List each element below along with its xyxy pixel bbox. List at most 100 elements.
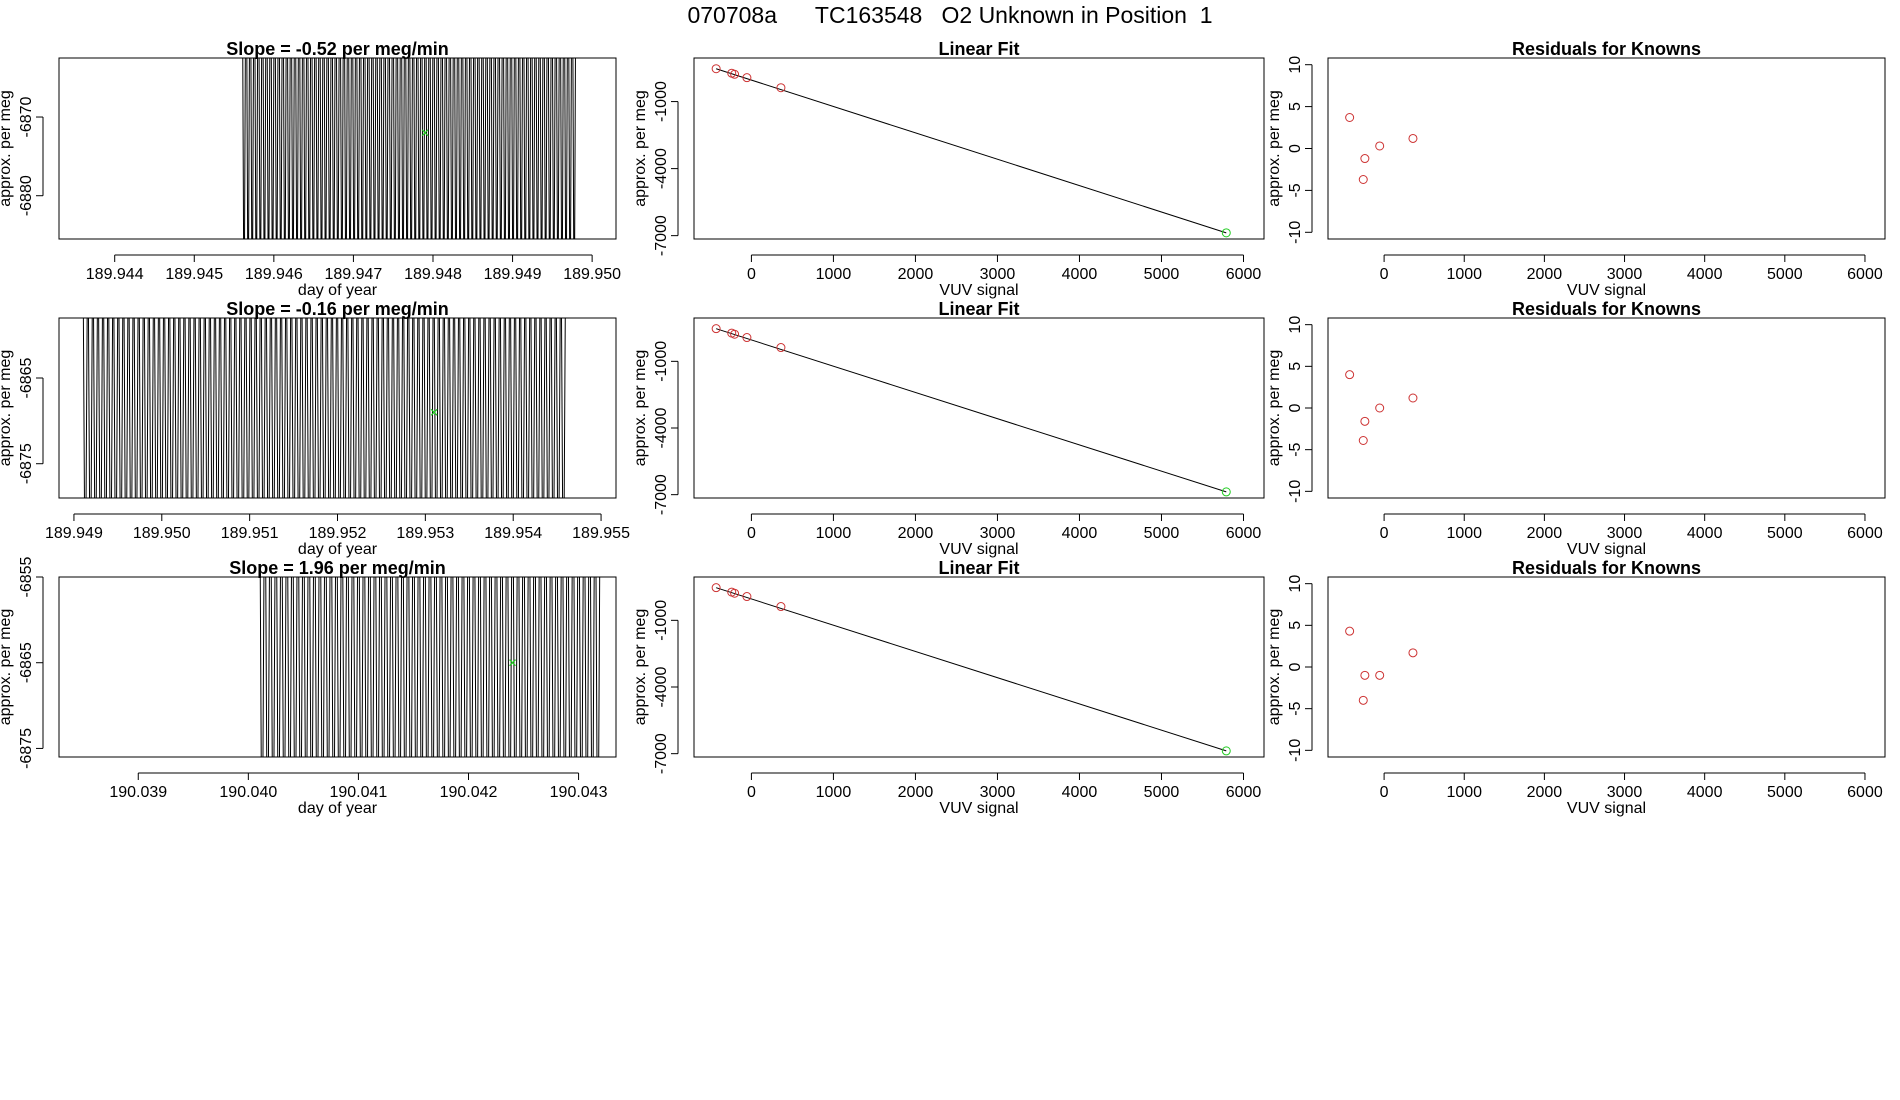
x-axis-label: day of year	[298, 800, 378, 817]
residual-point	[1345, 626, 1355, 636]
unknown-sample-point	[1221, 746, 1231, 756]
x-tick-label: 189.951	[221, 525, 279, 542]
x-tick-label: 3000	[980, 525, 1016, 542]
x-tick-label: 189.948	[404, 266, 462, 283]
x-tick-label: 3000	[1607, 266, 1643, 283]
residual-point	[1360, 670, 1370, 680]
y-tick-label: -7000	[653, 474, 670, 515]
plot-frame	[1327, 317, 1886, 499]
x-tick-label: 4000	[1062, 525, 1098, 542]
page-title: 070708a TC163548 O2 Unknown in Position …	[687, 2, 1213, 28]
x-tick-label: 189.950	[133, 525, 191, 542]
x-tick-label: 2000	[898, 525, 934, 542]
y-tick-label: 0	[1287, 144, 1304, 153]
known-standard-point	[711, 583, 721, 593]
y-tick-label: -5	[1287, 442, 1304, 456]
x-tick-label: 4000	[1687, 266, 1723, 283]
x-tick-label: 190.041	[329, 784, 387, 801]
y-tick-label: -6865	[18, 642, 35, 683]
x-tick-label: 2000	[1527, 784, 1563, 801]
x-axis-label: day of year	[298, 541, 378, 558]
chart-title: Slope = -0.52 per meg/min	[226, 39, 449, 59]
y-tick-label: 0	[1287, 662, 1304, 671]
x-tick-label: 0	[747, 266, 756, 283]
x-tick-label: 0	[1380, 266, 1389, 283]
y-tick-label: -1000	[653, 341, 670, 382]
y-axis-label: approx. per meg	[632, 609, 649, 726]
x-tick-label: 1000	[816, 266, 852, 283]
y-axis-label: approx. per meg	[632, 90, 649, 207]
panel-timeseries-row1: Slope = -0.52 per meg/min 189.944 189.945 1…	[0, 39, 621, 299]
x-axis-label: VUV signal	[939, 800, 1018, 817]
chart-title: Residuals for Knowns	[1512, 299, 1701, 319]
y-tick-label: -6865	[18, 357, 35, 398]
chart-title: Residuals for Knowns	[1512, 39, 1701, 59]
data-trace	[242, 58, 576, 239]
panel-timeseries-row3: Slope = 1.96 per meg/min 190.039 190.040 19…	[0, 556, 617, 817]
y-tick-label: -6875	[18, 443, 35, 484]
x-tick-label: 189.954	[484, 525, 542, 542]
x-tick-label: 189.949	[484, 266, 542, 283]
y-tick-label: -5	[1287, 701, 1304, 715]
known-standard-point	[776, 602, 786, 612]
y-tick-label: -6875	[18, 728, 35, 769]
plot-frame	[1327, 576, 1886, 758]
known-standard-point	[776, 343, 786, 353]
x-tick-label: 0	[747, 525, 756, 542]
residual-point	[1360, 154, 1370, 164]
x-tick-label: 5000	[1144, 525, 1180, 542]
y-tick-label: -10	[1287, 480, 1304, 503]
x-tick-label: 189.944	[86, 266, 144, 283]
y-axis-label: approx. per meg	[0, 350, 14, 467]
x-tick-label: 189.950	[563, 266, 621, 283]
x-tick-label: 1000	[1446, 784, 1482, 801]
x-tick-label: 3000	[980, 784, 1016, 801]
fit-line	[715, 328, 1227, 493]
known-standard-point	[730, 329, 740, 339]
x-tick-label: 5000	[1144, 784, 1180, 801]
x-tick-label: 0	[747, 784, 756, 801]
data-trace	[259, 577, 601, 757]
x-tick-label: 189.946	[245, 266, 303, 283]
known-standard-point	[776, 83, 786, 93]
panel-linearfit-row3: Linear Fit 0 1000 2000 3000 4000 5000 6000 VUV s…	[632, 558, 1265, 817]
residual-point	[1408, 648, 1418, 658]
x-tick-label: 1000	[816, 784, 852, 801]
unknown-sample-point	[1221, 228, 1231, 238]
plot-frame	[1327, 57, 1886, 240]
x-tick-label: 4000	[1062, 784, 1098, 801]
x-axis-label: VUV signal	[939, 541, 1018, 558]
residual-point	[1360, 416, 1370, 426]
known-standard-point	[730, 588, 740, 598]
y-tick-label: 5	[1287, 621, 1304, 630]
residual-point	[1358, 436, 1368, 445]
y-tick-label: -10	[1287, 739, 1304, 762]
chart-title: Slope = -0.16 per meg/min	[226, 299, 449, 319]
x-tick-label: 6000	[1226, 525, 1262, 542]
y-tick-label: -4000	[653, 148, 670, 189]
y-tick-label: -5	[1287, 183, 1304, 197]
x-axis-label: VUV signal	[1567, 282, 1646, 299]
x-tick-label: 6000	[1847, 784, 1883, 801]
x-tick-label: 1000	[1446, 525, 1482, 542]
y-axis-label: approx. per meg	[0, 90, 14, 207]
fit-line	[715, 587, 1227, 752]
y-tick-label: -10	[1287, 221, 1304, 244]
known-standard-point	[711, 64, 721, 74]
y-tick-label: -1000	[653, 600, 670, 641]
plot-frame	[693, 317, 1265, 499]
x-tick-label: 189.949	[45, 525, 103, 542]
known-standard-point	[730, 69, 740, 79]
chart-title: Slope = 1.96 per meg/min	[229, 558, 446, 578]
x-tick-label: 2000	[1527, 266, 1563, 283]
x-tick-label: 3000	[980, 266, 1016, 283]
known-standard-point	[711, 324, 721, 334]
residual-point	[1345, 370, 1355, 380]
residual-point	[1375, 670, 1385, 680]
y-tick-label: 5	[1287, 102, 1304, 111]
y-tick-label: -6870	[18, 96, 35, 137]
panel-linearfit-row2: Linear Fit 0 1000 2000 3000 4000 5000 6000 VUV s…	[632, 299, 1265, 558]
x-axis-label: VUV signal	[1567, 541, 1646, 558]
y-tick-label: -4000	[653, 666, 670, 707]
